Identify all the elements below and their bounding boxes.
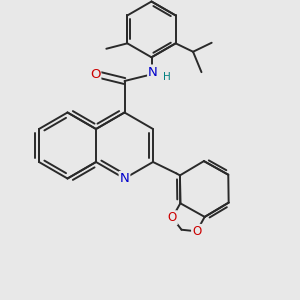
Text: O: O <box>90 68 101 81</box>
Text: N: N <box>120 172 129 185</box>
Text: O: O <box>168 211 177 224</box>
Text: N: N <box>148 65 158 79</box>
Text: O: O <box>192 225 201 238</box>
Text: H: H <box>163 72 171 82</box>
